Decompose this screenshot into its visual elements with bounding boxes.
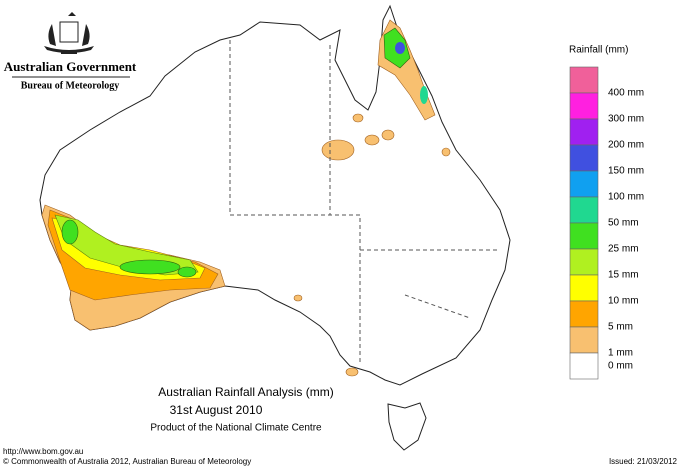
legend-label: 10 mm	[608, 296, 639, 307]
coat-of-arms	[44, 12, 94, 54]
legend-swatch	[569, 196, 599, 224]
map-product: Product of the National Climate Centre	[150, 423, 322, 434]
legend-title: Rainfall (mm)	[569, 45, 628, 56]
rain-25mm	[177, 266, 197, 278]
legend-swatch	[569, 222, 599, 250]
rain-blob	[364, 134, 380, 146]
footer-issued: Issued: 21/03/2012	[609, 457, 678, 466]
legend-label: 25 mm	[608, 244, 639, 255]
header-bureau: Bureau of Meteorology	[21, 80, 120, 91]
rain-25mm	[61, 219, 79, 245]
footer-url: http://www.bom.gov.au	[3, 447, 83, 456]
rain-blob	[345, 367, 359, 377]
footer-copyright: © Commonwealth of Australia 2012, Austra…	[3, 457, 251, 466]
legend-label: 50 mm	[608, 218, 639, 229]
legend-label: 150 mm	[608, 166, 644, 177]
legend-swatch	[569, 274, 599, 302]
rain-qld-150	[395, 42, 405, 54]
legend-label: 0 mm	[608, 361, 633, 372]
state-border	[329, 45, 498, 251]
legend-swatch	[569, 118, 599, 146]
state-border	[404, 294, 471, 319]
legend-swatch	[569, 66, 599, 94]
rain-25mm	[119, 259, 181, 275]
map-date: 31st August 2010	[170, 403, 263, 417]
legend-label: 400 mm	[608, 88, 644, 99]
legend: 400 mm 300 mm 200 mm 150 mm 100 mm 50 mm 25 mm…	[569, 66, 644, 380]
legend-swatch	[569, 144, 599, 172]
legend-swatch	[569, 352, 599, 380]
legend-swatch	[569, 248, 599, 276]
header-government: Australian Government	[4, 59, 137, 74]
legend-swatch	[569, 170, 599, 198]
legend-label: 300 mm	[608, 114, 644, 125]
map-title: Australian Rainfall Analysis (mm)	[158, 385, 333, 399]
legend-swatch	[569, 326, 599, 354]
legend-label: 15 mm	[608, 270, 639, 281]
legend-label: 5 mm	[608, 322, 633, 333]
rain-qld-50	[420, 86, 428, 104]
state-border	[229, 40, 361, 365]
tasmania	[387, 402, 427, 451]
legend-label: 200 mm	[608, 140, 644, 151]
legend-swatch	[569, 92, 599, 120]
rain-blob	[441, 147, 451, 157]
rain-blob	[381, 129, 395, 141]
rain-blob	[293, 294, 303, 302]
legend-label: 100 mm	[608, 192, 644, 203]
legend-swatch	[569, 300, 599, 328]
rain-blob	[321, 139, 355, 161]
rain-15mm	[54, 214, 199, 276]
map	[39, 4, 511, 451]
legend-label: 1 mm	[608, 348, 633, 359]
rain-blob	[352, 113, 364, 123]
